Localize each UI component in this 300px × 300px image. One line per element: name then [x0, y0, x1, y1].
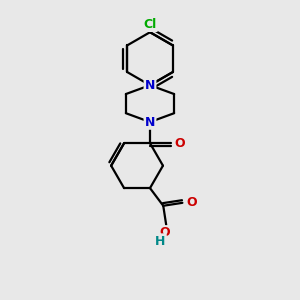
Text: O: O — [159, 226, 170, 239]
Text: N: N — [145, 79, 155, 92]
Text: O: O — [187, 196, 197, 209]
Text: N: N — [145, 116, 155, 128]
Text: Cl: Cl — [143, 18, 157, 31]
Text: O: O — [174, 137, 185, 150]
Text: H: H — [155, 235, 166, 248]
